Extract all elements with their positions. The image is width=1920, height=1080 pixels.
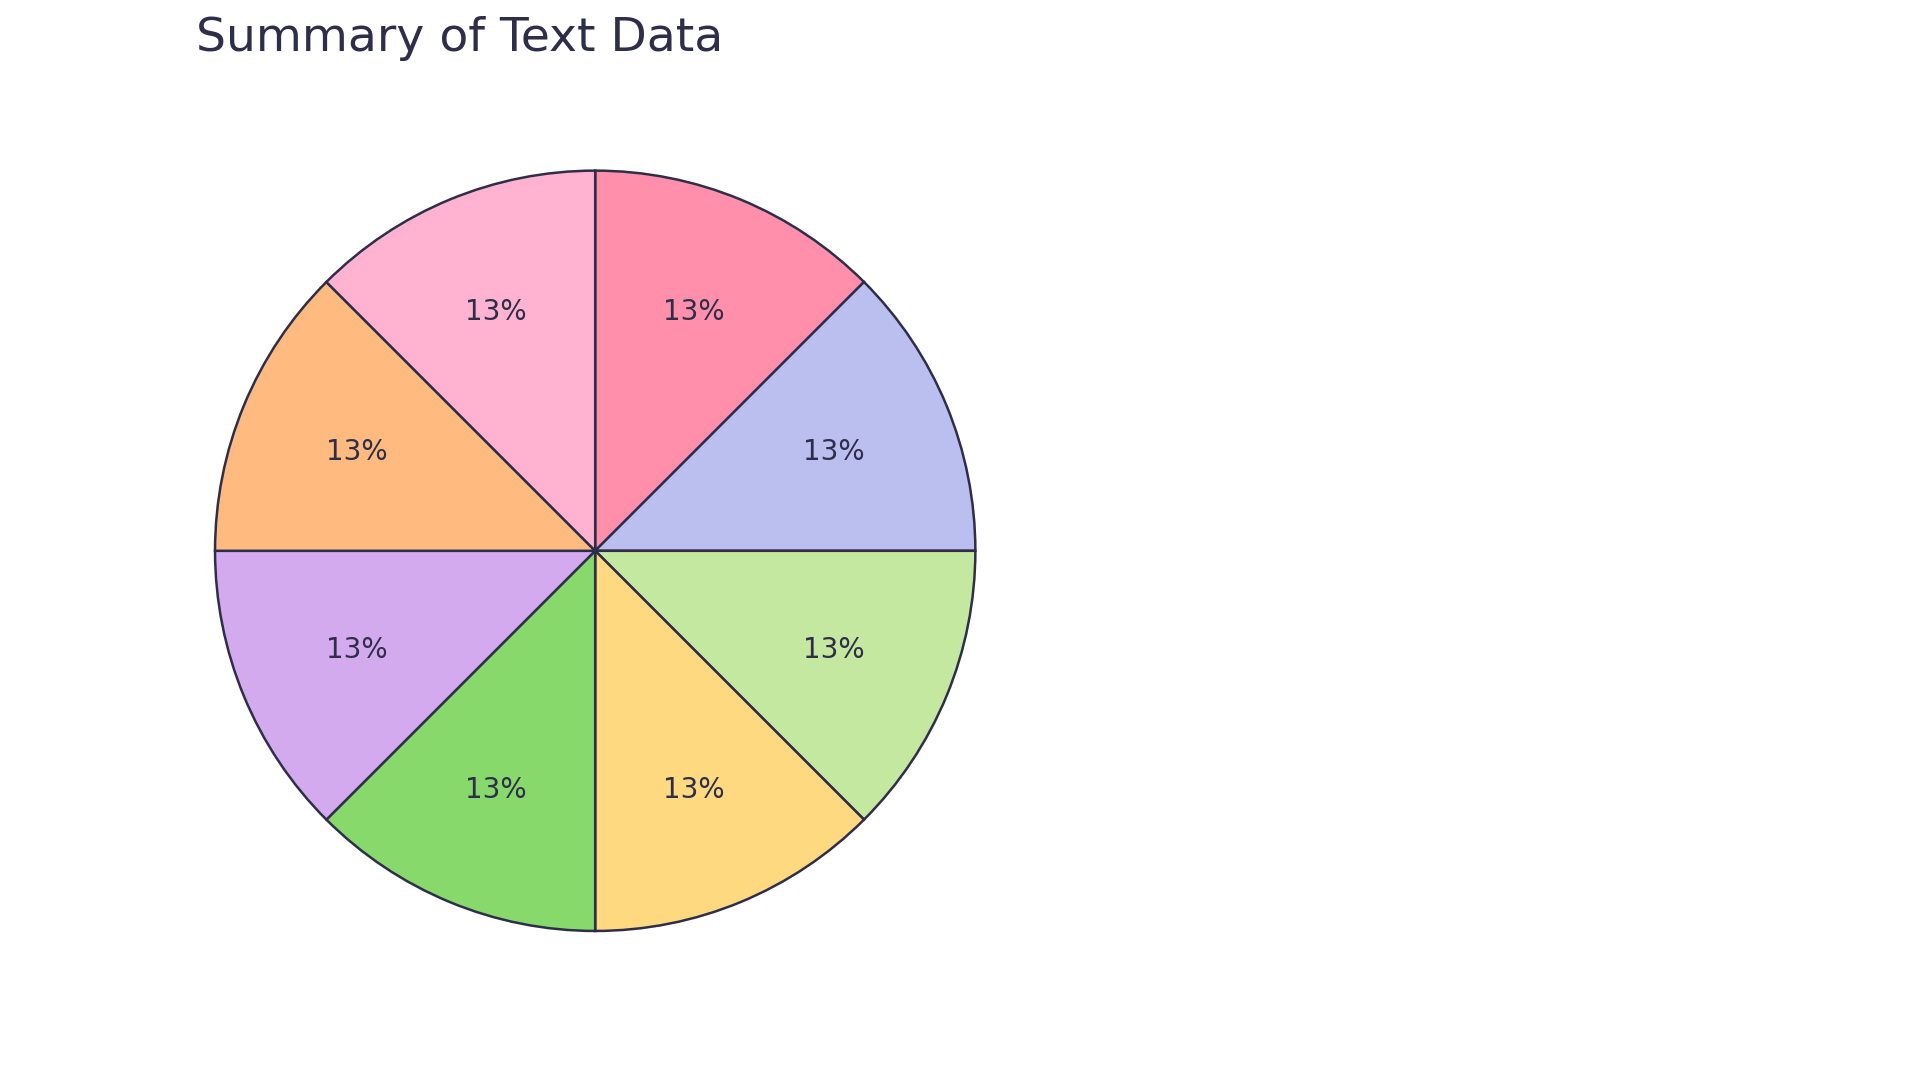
Wedge shape [595,551,975,820]
Wedge shape [595,171,864,551]
Text: Summary of Text Data: Summary of Text Data [196,15,724,60]
Text: 13%: 13% [326,636,388,664]
Wedge shape [595,282,975,551]
Legend: Voice of the Workplace Report, Calm Usage Patterns Analysis, Impact of High Pric: Voice of the Workplace Report, Calm Usag… [1089,282,1920,798]
Text: 13%: 13% [662,298,726,326]
Wedge shape [215,282,595,551]
Text: 13%: 13% [803,437,864,465]
Text: 13%: 13% [326,437,388,465]
Text: 13%: 13% [803,636,864,664]
Text: 13%: 13% [465,775,528,804]
Wedge shape [326,551,595,931]
Wedge shape [326,171,595,551]
Text: 13%: 13% [465,298,528,326]
Text: 13%: 13% [662,775,726,804]
Wedge shape [215,551,595,820]
Wedge shape [595,551,864,931]
